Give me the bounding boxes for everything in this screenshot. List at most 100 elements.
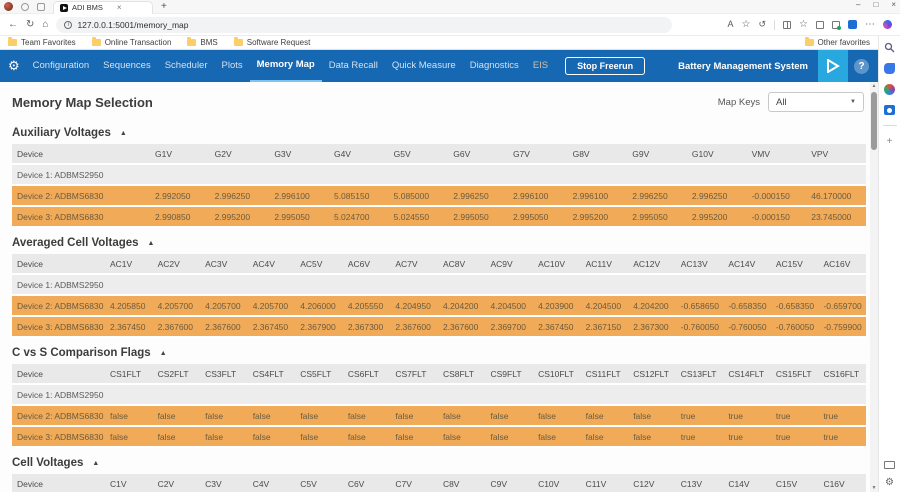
column-header: CS8FLT (437, 364, 486, 385)
value-cell (818, 274, 866, 296)
favorite-star-icon[interactable]: ☆ (741, 18, 751, 30)
page-title: Memory Map Selection (12, 94, 153, 110)
table-row[interactable]: Device 2: ADBMS6830 false false false false f… (12, 405, 866, 427)
table-row[interactable]: Device 3: ADBMS6830 2.367450 2.367600 2.367… (12, 316, 866, 338)
copilot-icon[interactable] (883, 20, 892, 29)
section-header[interactable]: Averaged Cell Voltages ▲ (12, 237, 866, 249)
sidebar-settings-icon[interactable]: ⚙ (885, 477, 894, 488)
split-screen-icon[interactable] (783, 20, 792, 29)
scroll-down-icon[interactable]: ▼ (871, 485, 877, 491)
value-cell: true (770, 405, 819, 427)
more-options-icon[interactable]: ⋯ (865, 18, 875, 30)
favorites-icon[interactable]: ☆ (799, 18, 808, 30)
back-icon[interactable]: ← (8, 18, 18, 30)
browser-tab[interactable]: ADI BMS × (53, 0, 153, 14)
value-cell: 4.203900 (533, 295, 581, 317)
sync-icon[interactable]: ↺ (758, 19, 767, 29)
table-row[interactable]: Device 1: ADBMS2950 (12, 384, 866, 406)
bookmark-folder[interactable]: Online Transaction (91, 37, 171, 47)
extension-blue-icon[interactable] (848, 20, 857, 29)
collapse-arrow-icon[interactable]: ▲ (92, 459, 100, 467)
sidebar-m365-icon[interactable] (884, 84, 895, 95)
settings-gear-icon[interactable]: ⚙ (8, 58, 20, 73)
bookmark-folder[interactable]: Software Request (233, 37, 310, 47)
value-cell: 2.367900 (295, 316, 343, 338)
nav-item-configuration[interactable]: Configuration (32, 60, 90, 71)
map-keys-select[interactable]: All ▼ (768, 92, 864, 112)
sidebar-screen-icon[interactable] (884, 461, 895, 469)
home-icon[interactable]: ⌂ (42, 18, 49, 30)
nav-item-data-recall[interactable]: Data Recall (328, 60, 378, 71)
table-row[interactable]: Device 2: ADBMS6830 4.205850 4.205700 4.205… (12, 295, 866, 317)
column-header: G9V (627, 144, 687, 165)
stop-freerun-button[interactable]: Stop Freerun (565, 57, 646, 75)
column-header: C3V (200, 474, 248, 492)
window-maximize-icon[interactable]: □ (873, 0, 879, 9)
nav-item-sequences[interactable]: Sequences (103, 60, 151, 71)
value-cell: false (342, 405, 391, 427)
value-cell: false (152, 426, 201, 448)
table-row[interactable]: Device 1: ADBMS2950 (12, 274, 866, 296)
brand-label: Battery Management System (678, 60, 808, 72)
collapse-arrow-icon[interactable]: ▲ (147, 239, 155, 247)
column-header: CS16FLT (818, 364, 866, 385)
browser-extension-icon[interactable] (21, 2, 29, 11)
value-cell: false (628, 426, 676, 448)
help-icon[interactable]: ? (854, 58, 869, 74)
table-row[interactable]: Device 2: ADBMS6830 2.992050 2.996250 2.996… (12, 185, 866, 207)
column-header: G8V (567, 144, 628, 165)
sidebar-designer-icon[interactable] (884, 105, 895, 115)
nav-item-plots[interactable]: Plots (221, 60, 243, 71)
window-minimize-icon[interactable]: – (856, 0, 861, 9)
collapse-arrow-icon[interactable]: ▲ (159, 349, 167, 357)
new-tab-icon[interactable]: + (161, 1, 167, 12)
section-header[interactable]: Cell Voltages ▲ (12, 457, 866, 469)
value-cell: 2.995200 (209, 206, 270, 228)
section-header[interactable]: Auxiliary Voltages ▲ (12, 127, 866, 139)
value-cell (105, 384, 153, 406)
nav-item-diagnostics[interactable]: Diagnostics (469, 60, 519, 71)
read-aloud-icon[interactable]: A (727, 19, 734, 29)
value-cell (533, 274, 581, 296)
scroll-up-icon[interactable]: ▲ (871, 83, 877, 89)
column-header: AC5V (295, 254, 343, 275)
bookmark-folder[interactable]: BMS (187, 37, 218, 47)
nav-item-scheduler[interactable]: Scheduler (164, 60, 208, 71)
table-row[interactable]: Device 1: ADBMS2950 (12, 164, 866, 186)
nav-item-eis[interactable]: EIS (532, 60, 549, 71)
page-scrollbar[interactable]: ▲ ▼ (870, 82, 878, 492)
tab-close-icon[interactable]: × (116, 3, 122, 12)
other-favorites[interactable]: Other favorites (804, 37, 870, 47)
scrollbar-thumb[interactable] (871, 92, 877, 150)
column-header: CS3FLT (200, 364, 248, 385)
value-cell (675, 384, 724, 406)
sidebar-add-icon[interactable]: + (886, 136, 893, 147)
bookmark-folder[interactable]: Team Favorites (8, 37, 76, 47)
profile-avatar[interactable] (4, 2, 13, 11)
table-row[interactable]: Device 3: ADBMS6830 2.990850 2.995200 2.995… (12, 206, 866, 228)
column-header: C2V (152, 474, 201, 492)
tab-actions-icon[interactable] (37, 2, 45, 11)
sidebar-search-icon[interactable] (884, 41, 896, 53)
collapse-arrow-icon[interactable]: ▲ (119, 129, 127, 137)
column-header: C9V (485, 474, 534, 492)
site-info-icon[interactable]: i (64, 20, 73, 29)
memory-map-page: Memory Map Selection Map Keys All ▼ Auxi… (0, 82, 870, 492)
browser-essentials-icon[interactable] (832, 20, 841, 30)
collections-icon[interactable] (816, 20, 824, 29)
window-close-icon[interactable]: × (891, 0, 896, 9)
adi-logo[interactable] (818, 50, 848, 82)
value-cell: false (533, 405, 581, 427)
device-cell: Device 3: ADBMS6830 (12, 316, 105, 338)
refresh-icon[interactable]: ↻ (26, 18, 35, 30)
address-bar[interactable]: i 127.0.0.1:5001/memory_map (56, 16, 673, 33)
nav-item-quick-measure[interactable]: Quick Measure (391, 60, 456, 71)
sidebar-copilot-icon[interactable] (884, 63, 895, 74)
value-cell (567, 164, 628, 186)
nav-item-memory-map[interactable]: Memory Map (249, 50, 322, 82)
table-row[interactable]: Device 3: ADBMS6830 false false false false f… (12, 426, 866, 448)
section-header[interactable]: C vs S Comparison Flags ▲ (12, 347, 866, 359)
value-cell: false (580, 405, 629, 427)
section-title: C vs S Comparison Flags (12, 347, 151, 359)
folder-icon (91, 37, 101, 46)
